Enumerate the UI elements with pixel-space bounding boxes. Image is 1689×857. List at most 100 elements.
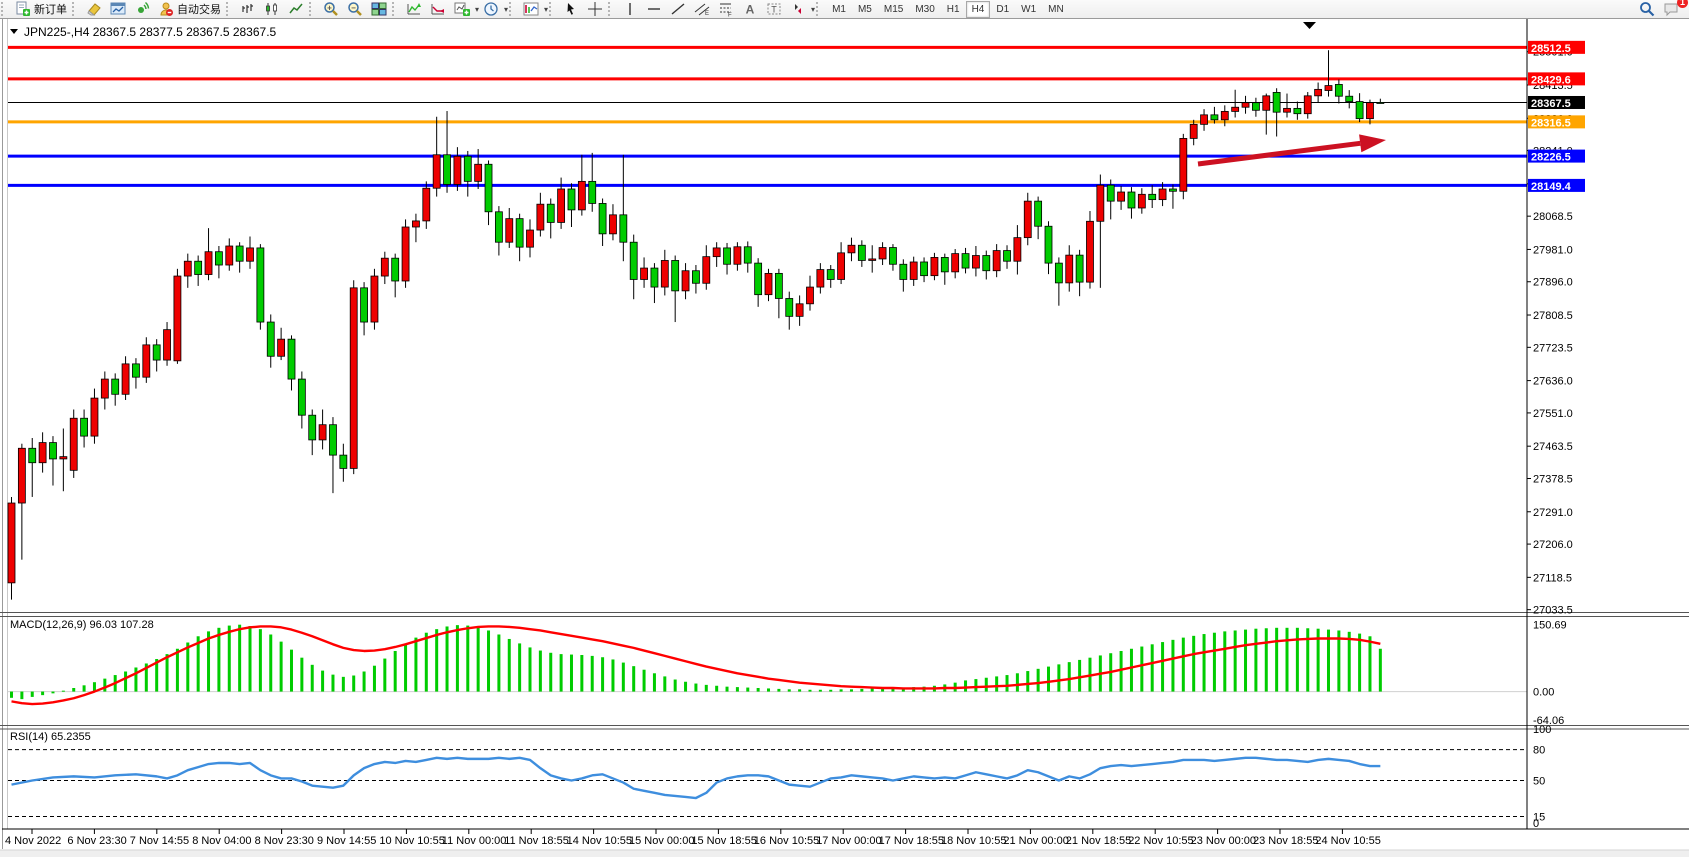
candle	[80, 417, 88, 437]
candle-chart-icon	[264, 1, 280, 17]
price-box-label: 28367.5	[1531, 98, 1571, 110]
candle	[681, 270, 690, 292]
rsi-tick-label: 50	[1533, 776, 1545, 788]
candle	[391, 257, 400, 282]
cursor-button[interactable]	[559, 0, 583, 18]
zoom-out-button[interactable]: −	[343, 0, 367, 18]
candle	[1283, 107, 1291, 113]
channel-icon: E	[694, 1, 710, 17]
candle	[318, 424, 327, 441]
candle	[28, 447, 37, 464]
vline-icon	[622, 1, 638, 17]
candle	[204, 251, 213, 275]
candle	[308, 414, 317, 441]
timeframe-M30[interactable]: M30	[915, 3, 935, 15]
candle	[1158, 188, 1167, 201]
notifications-button[interactable]: 1	[1659, 0, 1688, 18]
trendline-button[interactable]	[666, 0, 690, 18]
trend-arrow-line[interactable]	[1197, 140, 1361, 167]
candle	[588, 180, 597, 204]
autotrade-button[interactable]: 自动交易	[154, 0, 225, 18]
price-tick-label: 27118.5	[1533, 572, 1572, 584]
eraser-button[interactable]	[82, 0, 106, 18]
time-label: 21 Nov 18:55	[1066, 835, 1131, 847]
text-label-icon: T	[766, 1, 782, 17]
price-tick-label: 27206.0	[1533, 539, 1573, 551]
timeframe-H1[interactable]: H1	[946, 3, 960, 15]
add-indicator-button[interactable]	[450, 0, 474, 18]
zoom-in-button[interactable]: +	[319, 0, 343, 18]
candle	[992, 250, 1001, 272]
candle	[142, 344, 151, 378]
svg-text:E: E	[705, 11, 709, 17]
macd-signal-line	[11, 625, 1381, 706]
channel-button[interactable]: E	[690, 0, 714, 18]
timeframe-W1[interactable]: W1	[1021, 3, 1037, 15]
objects-button[interactable]	[426, 0, 450, 18]
candle	[930, 257, 939, 277]
new-order-button[interactable]: 新订单	[11, 0, 71, 18]
text-icon: A	[742, 1, 758, 17]
line-chart-button[interactable]	[284, 0, 308, 18]
timeframe-M5[interactable]: M5	[857, 3, 872, 15]
candle	[339, 454, 348, 469]
text-label-button[interactable]: T	[762, 0, 786, 18]
timeframe-H4[interactable]: H4	[965, 0, 991, 18]
candle	[38, 442, 47, 464]
vline-button[interactable]	[618, 0, 642, 18]
indicators-button[interactable]	[402, 0, 426, 18]
open-chart-button[interactable]	[106, 0, 130, 18]
timeframe-D1[interactable]: D1	[996, 3, 1010, 15]
timeframe-M15[interactable]: M15	[883, 3, 904, 15]
chart-menu-triangle[interactable]	[10, 29, 18, 34]
arrows-button[interactable]	[786, 0, 810, 18]
time-label: 4 Nov 2022	[5, 835, 61, 847]
candle-chart-button[interactable]	[260, 0, 284, 18]
candle	[1044, 225, 1053, 264]
fibonacci-button[interactable]: F	[714, 0, 738, 18]
candle	[816, 269, 825, 288]
candle	[536, 203, 545, 231]
chart-style-button[interactable]	[519, 0, 543, 18]
h-scrollbar[interactable]	[0, 850, 1689, 857]
chart-shift-marker[interactable]	[1303, 22, 1316, 29]
candle	[1086, 220, 1094, 283]
toolbar-grip	[816, 2, 825, 16]
candle	[795, 303, 804, 317]
price-tick-label: 27551.0	[1533, 408, 1573, 420]
candle	[214, 251, 223, 266]
timeframe-MN[interactable]: MN	[1048, 3, 1064, 15]
candle	[287, 338, 296, 380]
candles-layer	[7, 50, 1385, 600]
candle	[546, 203, 555, 223]
crosshair-button[interactable]	[583, 0, 607, 18]
candle	[152, 344, 161, 361]
price-tick-label: 27896.0	[1533, 277, 1573, 289]
candle	[183, 260, 192, 277]
timeframe-M1[interactable]: M1	[832, 3, 846, 15]
candle	[1334, 84, 1343, 97]
price-tick-label: 28068.5	[1533, 211, 1573, 223]
chart-canvas[interactable]: JPN225-,H4 28367.5 28377.5 28367.5 28367…	[0, 18, 1689, 857]
candle	[246, 247, 254, 262]
trend-arrow-head[interactable]	[1359, 134, 1386, 153]
price-box-28149.4	[1528, 178, 1585, 192]
candle	[256, 247, 265, 323]
candle	[17, 447, 26, 504]
candle	[1241, 102, 1250, 108]
candle	[90, 397, 99, 437]
text-button[interactable]: A	[738, 0, 762, 18]
signal-button[interactable]	[130, 0, 154, 18]
candle	[1293, 107, 1302, 115]
trendline-icon	[670, 1, 686, 17]
price-tick-label: 27378.5	[1533, 474, 1573, 486]
search-button[interactable]	[1635, 0, 1659, 18]
tile-windows-button[interactable]	[367, 0, 391, 18]
candle	[1231, 106, 1240, 112]
periods-button[interactable]	[479, 0, 503, 18]
main-toolbar: 新订单 自动交易 + − ▾ ▾ ▾ E F A T ▾ M1 M5 M15 M30 H1 H4 D1 W1 MN 1	[0, 0, 1689, 19]
candle	[163, 329, 171, 361]
candle	[1345, 95, 1354, 102]
hline-button[interactable]	[642, 0, 666, 18]
bar-chart-button[interactable]	[236, 0, 260, 18]
